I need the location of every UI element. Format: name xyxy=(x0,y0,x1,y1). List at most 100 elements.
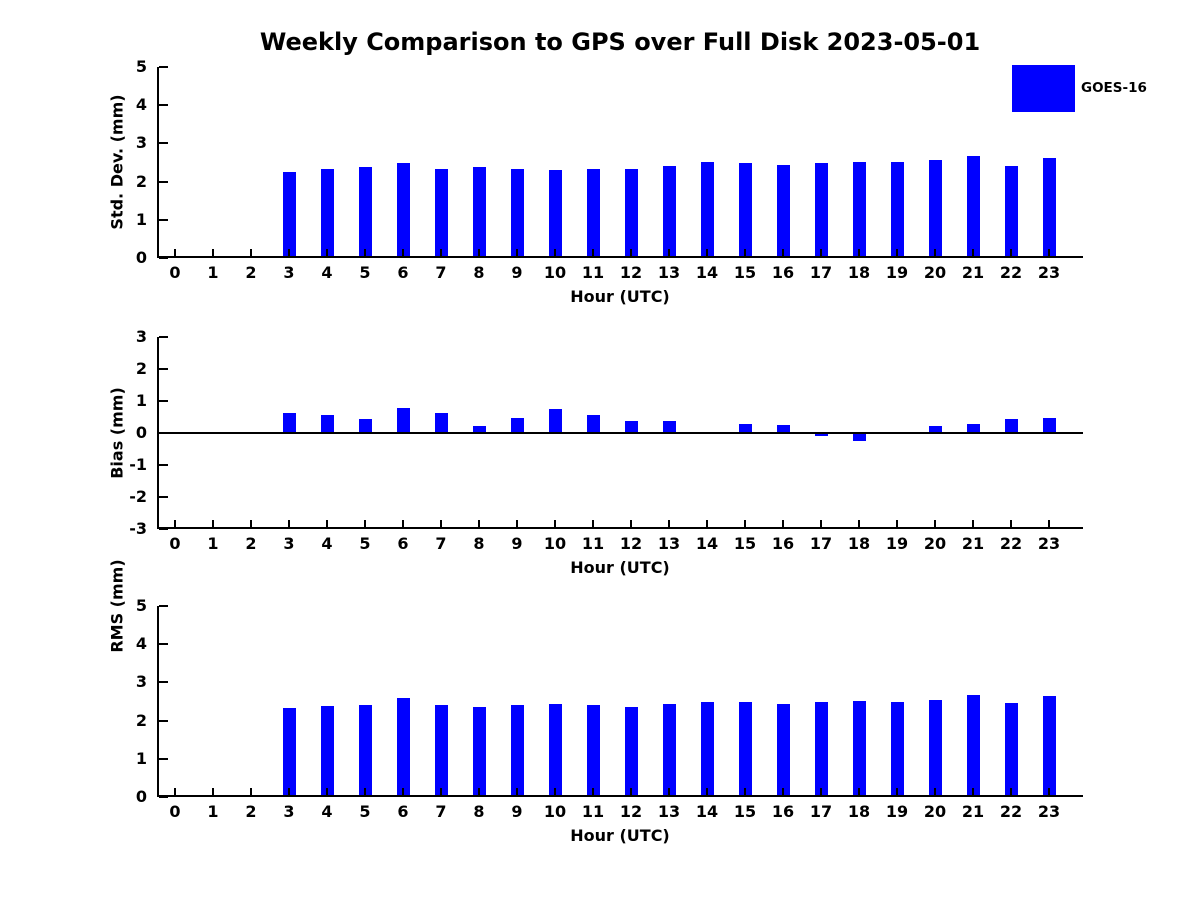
bar xyxy=(890,702,904,797)
bar xyxy=(1004,165,1018,258)
x-tick xyxy=(896,788,898,797)
y-tick-label: 0 xyxy=(135,787,147,806)
x-tick-label: 17 xyxy=(809,263,833,282)
x-tick xyxy=(440,249,442,258)
bar xyxy=(586,168,600,258)
x-tick xyxy=(326,249,328,258)
y-tick-label: 1 xyxy=(135,391,147,410)
y-tick-label: 3 xyxy=(135,672,147,692)
x-tick-label: 22 xyxy=(999,263,1023,282)
bar xyxy=(396,163,410,258)
x-tick-label: 16 xyxy=(771,534,795,553)
x-tick xyxy=(782,520,784,529)
x-tick-label: 8 xyxy=(473,802,485,821)
x-tick xyxy=(440,788,442,797)
y-tick xyxy=(159,757,168,760)
x-tick-label: 12 xyxy=(619,263,643,282)
x-tick xyxy=(630,249,632,258)
x-tick xyxy=(934,249,936,258)
x-tick-label: 12 xyxy=(619,534,643,553)
bar xyxy=(890,162,904,258)
y-axis-line xyxy=(157,67,159,258)
y-tick xyxy=(159,796,168,798)
x-tick-label: 7 xyxy=(435,534,447,553)
x-tick-label: 6 xyxy=(397,534,409,553)
y-tick-label: 2 xyxy=(135,710,147,730)
bar xyxy=(358,704,372,797)
x-tick-label: 11 xyxy=(581,534,605,553)
bar xyxy=(662,703,676,797)
x-axis-label: Hour (UTC) xyxy=(570,287,670,306)
x-tick xyxy=(288,788,290,797)
x-tick xyxy=(592,788,594,797)
y-tick-label: 3 xyxy=(135,133,147,153)
bar xyxy=(1004,703,1018,797)
x-tick-label: 19 xyxy=(885,802,909,821)
x-tick-label: 0 xyxy=(169,802,181,821)
y-tick xyxy=(159,368,168,370)
x-tick xyxy=(212,788,214,797)
x-tick xyxy=(972,520,974,529)
x-tick xyxy=(706,520,708,529)
bar xyxy=(624,421,638,433)
bar xyxy=(586,704,600,797)
x-tick-label: 6 xyxy=(397,263,409,282)
x-tick-label: 11 xyxy=(581,802,605,821)
bar xyxy=(776,704,790,797)
y-tick-label: -3 xyxy=(129,519,147,538)
x-tick xyxy=(630,520,632,529)
x-tick-label: 17 xyxy=(809,534,833,553)
x-tick-label: 4 xyxy=(321,802,333,821)
x-tick xyxy=(250,520,252,529)
x-tick-label: 6 xyxy=(397,802,409,821)
bar xyxy=(320,168,334,258)
x-tick xyxy=(896,520,898,529)
x-tick xyxy=(630,788,632,797)
x-tick-label: 12 xyxy=(619,802,643,821)
y-tick xyxy=(159,180,168,183)
x-tick xyxy=(1010,249,1012,258)
x-tick-label: 17 xyxy=(809,802,833,821)
bar xyxy=(320,415,334,433)
y-tick xyxy=(159,218,168,221)
x-tick xyxy=(516,249,518,258)
y-tick-label: 4 xyxy=(135,634,147,654)
x-tick-label: 21 xyxy=(961,534,985,553)
x-tick xyxy=(896,249,898,258)
x-tick xyxy=(250,788,252,797)
x-tick-label: 23 xyxy=(1037,802,1061,821)
y-tick xyxy=(159,432,168,434)
bar xyxy=(396,697,410,797)
bar xyxy=(472,706,486,797)
x-tick-label: 20 xyxy=(923,802,947,821)
x-axis-label: Hour (UTC) xyxy=(570,558,670,577)
x-tick-label: 22 xyxy=(999,802,1023,821)
x-tick-label: 11 xyxy=(581,263,605,282)
x-tick-label: 3 xyxy=(283,802,295,821)
x-tick-label: 8 xyxy=(473,534,485,553)
x-tick-label: 0 xyxy=(169,534,181,553)
y-tick-label: 5 xyxy=(135,596,147,615)
x-tick xyxy=(554,249,556,258)
bar xyxy=(282,412,296,433)
bar xyxy=(624,168,638,258)
bar xyxy=(548,703,562,797)
y-tick xyxy=(159,400,168,402)
bar xyxy=(1004,418,1018,433)
x-tick-label: 21 xyxy=(961,802,985,821)
y-tick xyxy=(159,142,168,145)
x-tick xyxy=(364,788,366,797)
bar xyxy=(548,169,562,258)
x-tick xyxy=(326,520,328,529)
x-tick xyxy=(402,788,404,797)
chart-title: Weekly Comparison to GPS over Full Disk … xyxy=(259,28,981,56)
x-tick xyxy=(858,249,860,258)
x-tick xyxy=(668,249,670,258)
x-tick-label: 16 xyxy=(771,263,795,282)
y-tick-label: 4 xyxy=(135,95,147,115)
y-tick xyxy=(159,719,168,722)
bar xyxy=(662,165,676,258)
bar xyxy=(814,433,828,437)
x-tick-label: 18 xyxy=(847,263,871,282)
x-tick xyxy=(668,788,670,797)
